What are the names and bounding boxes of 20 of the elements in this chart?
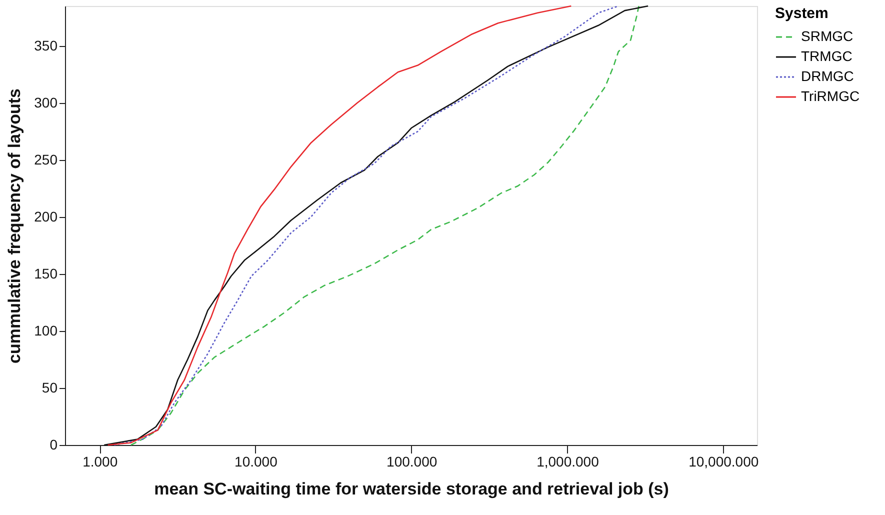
y-tick-label: 300 [34,94,58,110]
y-tick-label: 0 [50,436,58,452]
x-tick-label: 1,000.000 [536,454,600,470]
legend-label: SRMGC [801,28,854,44]
legend-label: DRMGC [801,68,854,84]
legend-label: TRMGC [801,48,852,64]
x-tick-label: 10,000.000 [688,454,759,470]
legend-title: System [775,5,828,22]
legend-label: TriRMGC [801,88,860,104]
x-tick-label: 10.000 [234,454,278,470]
y-tick-label: 200 [34,208,58,224]
x-axis-title: mean SC-waiting time for waterside storage and retrieval job (s) [154,480,669,498]
y-tick-label: 150 [34,265,58,282]
x-tick-label: 1.000 [82,454,118,470]
y-axis-title: cummulative frequency of layouts [5,88,24,364]
y-tick-label: 350 [34,37,58,54]
y-tick-label: 50 [42,379,58,396]
x-tick-label: 100.000 [386,454,438,470]
y-tick-label: 100 [34,322,58,338]
y-tick-label: 250 [34,151,58,168]
